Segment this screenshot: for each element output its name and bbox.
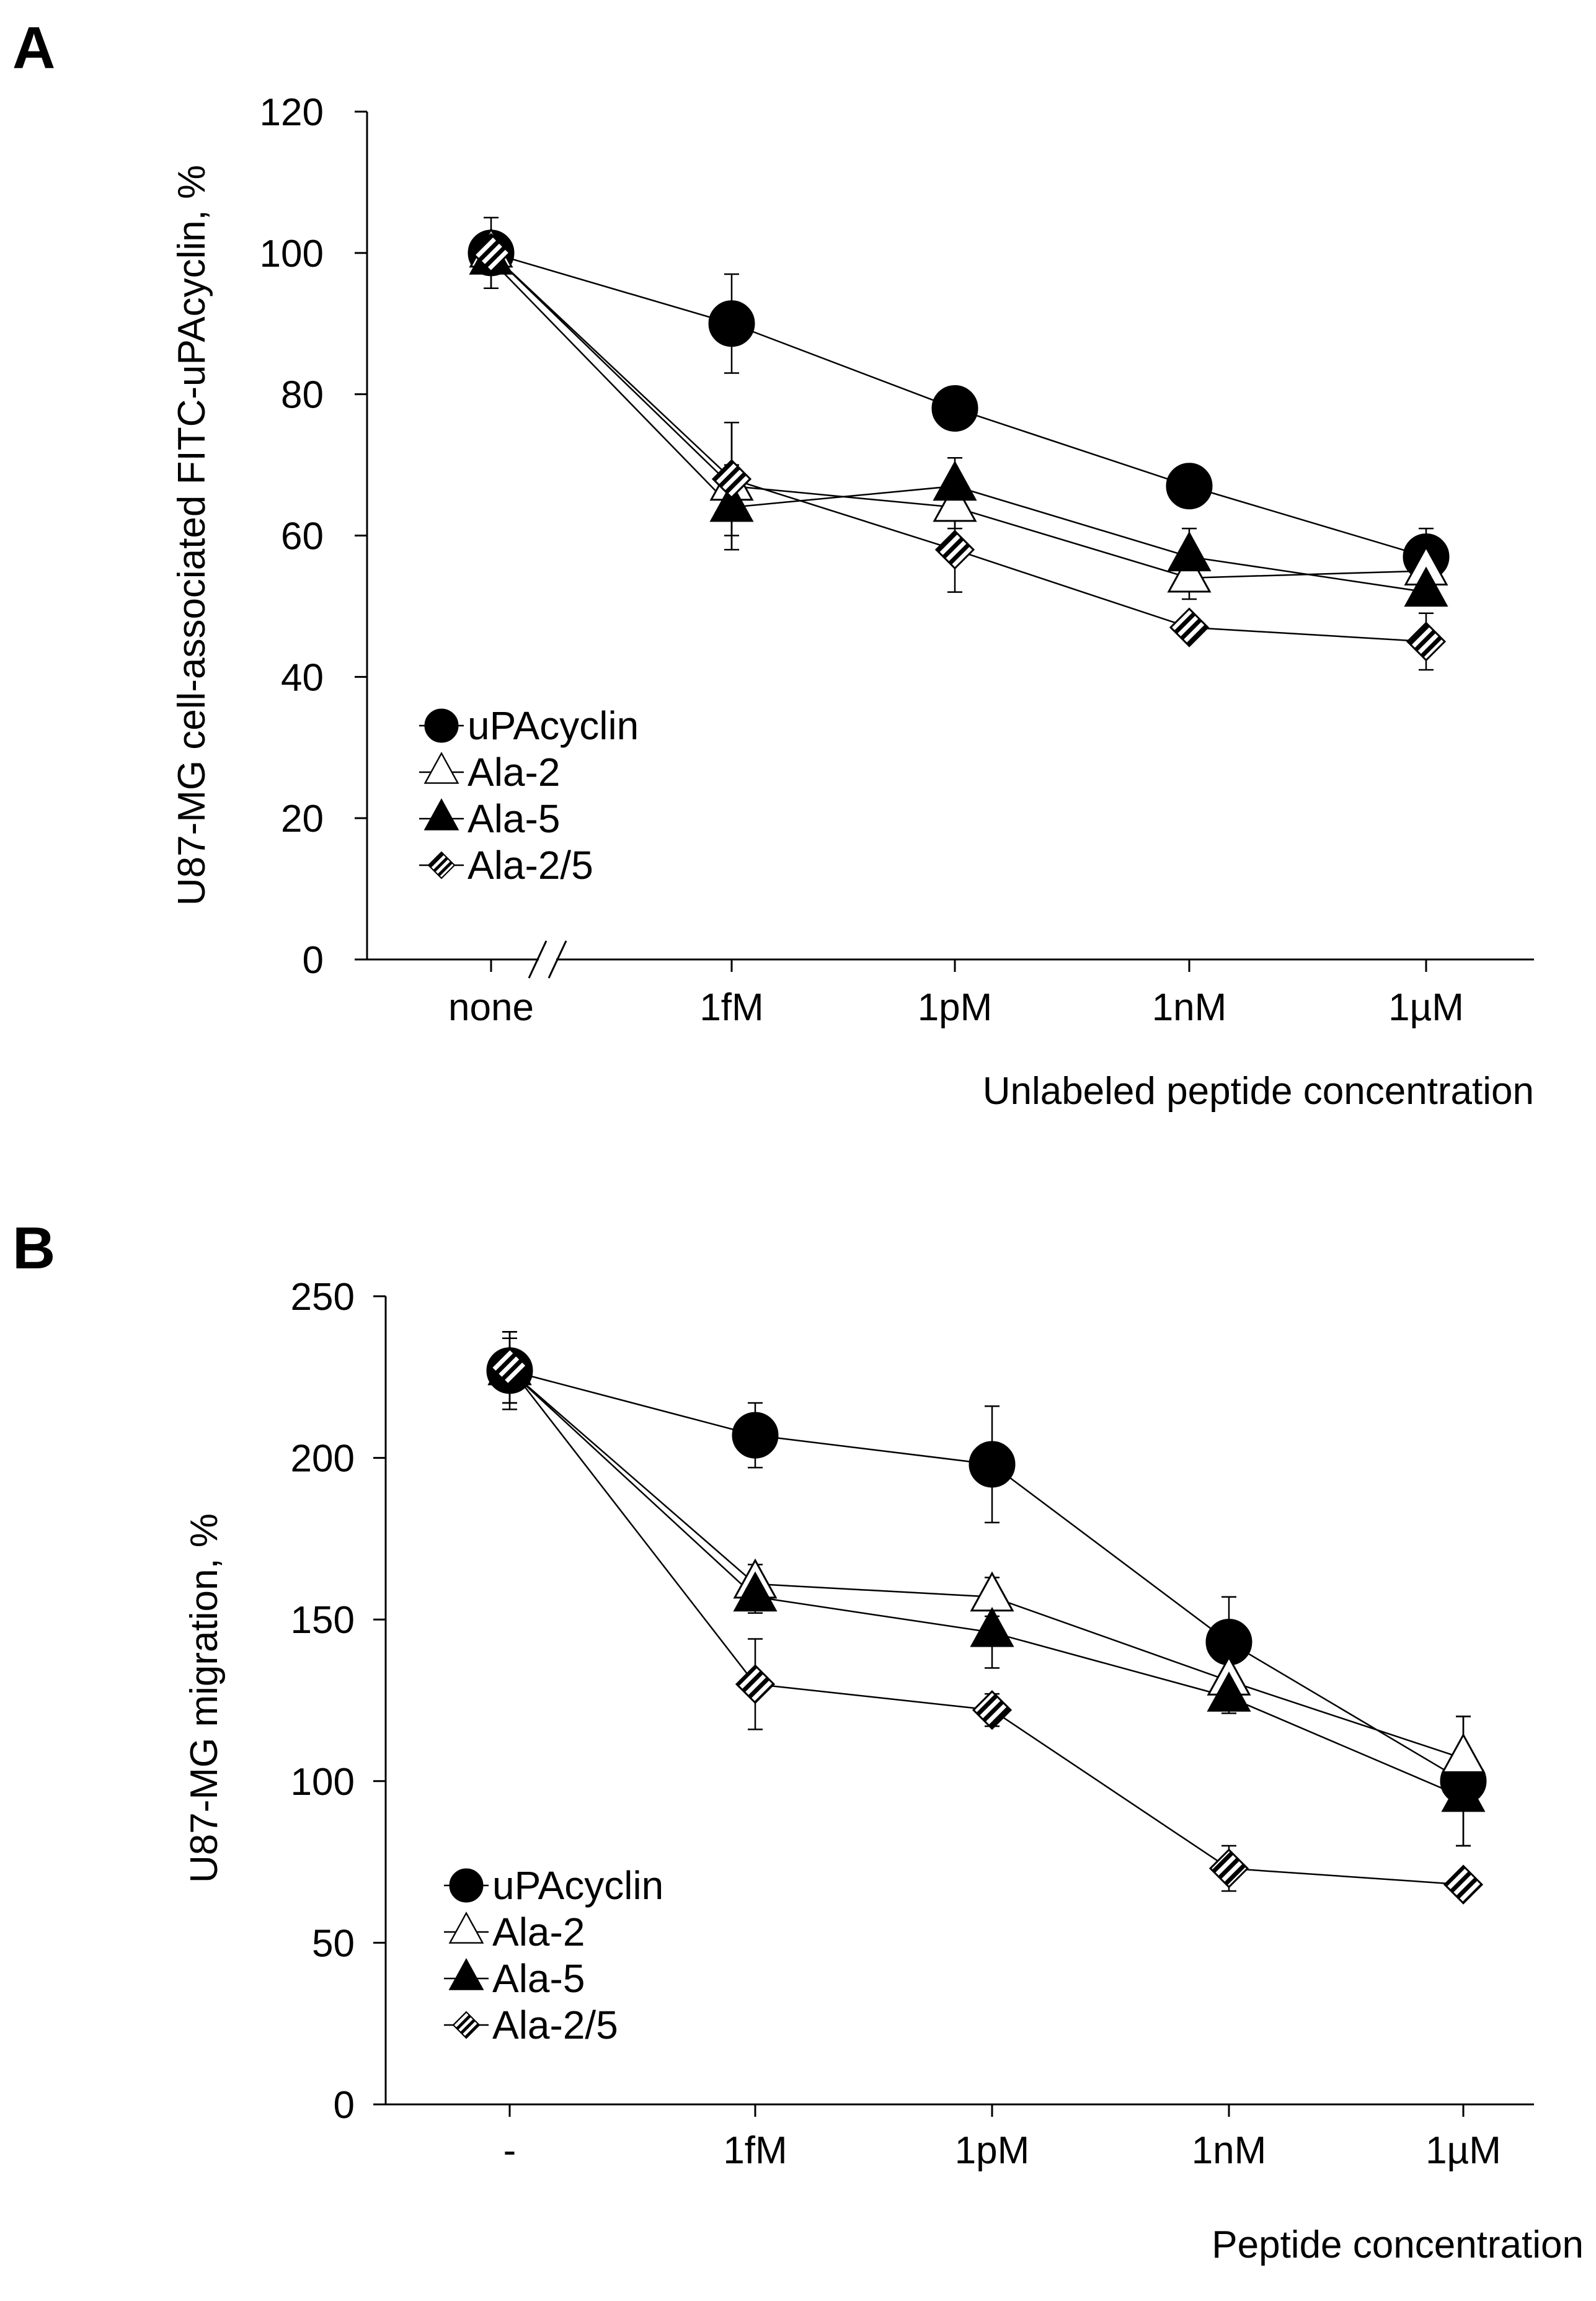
x-tick-label: 1pM — [955, 2129, 1030, 2172]
data-point — [1404, 566, 1448, 607]
legend-label: Ala-2/5 — [468, 843, 593, 888]
x-tick-label: - — [503, 2129, 516, 2172]
data-point — [1169, 607, 1210, 648]
data-point — [1166, 463, 1213, 510]
y-tick-label: 60 — [281, 515, 324, 558]
data-point — [972, 1690, 1013, 1730]
data-point — [1208, 1848, 1249, 1889]
axis-break-mark — [528, 940, 548, 979]
data-point — [1167, 552, 1212, 593]
y-tick-label: 50 — [312, 1922, 355, 1965]
y-tick-label: 200 — [291, 1438, 355, 1480]
data-point — [970, 1606, 1014, 1647]
legend-marker — [423, 752, 459, 784]
legend-marker — [424, 708, 459, 743]
data-point — [1406, 621, 1447, 662]
data-point — [733, 1571, 778, 1612]
data-point — [1207, 1671, 1251, 1712]
legend-marker — [427, 851, 456, 879]
x-tick-label: 1nM — [1192, 2129, 1267, 2172]
y-tick-label: 100 — [291, 1761, 355, 1804]
x-tick-label: 1fM — [699, 986, 763, 1029]
data-point — [1441, 1771, 1486, 1812]
data-point — [933, 481, 977, 522]
data-point — [970, 1571, 1014, 1612]
data-point — [934, 530, 975, 570]
y-tick-label: 250 — [291, 1276, 355, 1319]
x-tick-label: 1µM — [1425, 2129, 1501, 2172]
data-point — [732, 1412, 779, 1459]
y-tick-label: 0 — [334, 2084, 355, 2127]
y-axis-label: U87-MG cell-associated FITC-uPAcyclin, % — [171, 165, 213, 906]
x-axis-label: Unlabeled peptide concentration — [983, 1070, 1534, 1113]
y-tick-label: 40 — [281, 656, 324, 699]
y-tick-label: 20 — [281, 798, 324, 840]
series-line-3 — [490, 252, 1427, 643]
x-tick-label: 1nM — [1152, 986, 1227, 1029]
x-axis-label: Peptide concentration — [1212, 2223, 1584, 2266]
legend-label: Ala-2 — [468, 750, 560, 794]
data-point — [709, 481, 754, 522]
x-tick-label: 1fM — [723, 2129, 787, 2172]
y-tick-label: 0 — [303, 939, 324, 982]
legend-marker — [448, 1958, 484, 1990]
data-point — [931, 385, 978, 432]
data-point — [471, 233, 512, 273]
data-point — [708, 300, 755, 347]
legend-marker — [448, 1912, 484, 1944]
y-tick-label: 100 — [260, 233, 324, 275]
data-point — [489, 1347, 530, 1387]
axis-break-mark — [548, 940, 567, 979]
data-point — [1443, 1864, 1484, 1905]
y-tick-label: 120 — [260, 91, 324, 134]
x-tick-label: 1µM — [1388, 986, 1464, 1029]
legend-label: Ala-5 — [468, 796, 560, 841]
panel-letter: A — [12, 15, 55, 81]
x-tick-label: 1pM — [918, 986, 993, 1029]
y-tick-label: 80 — [281, 374, 324, 417]
data-point — [735, 1664, 776, 1704]
legend-label: Ala-2/5 — [492, 2003, 618, 2047]
legend-marker — [452, 2011, 481, 2039]
legend-label: uPAcyclin — [468, 703, 639, 748]
legend-marker — [449, 1868, 484, 1903]
panel-letter: B — [12, 1215, 55, 1281]
data-point — [933, 460, 977, 501]
y-tick-label: 150 — [291, 1599, 355, 1642]
y-axis-label: U87-MG migration, % — [183, 1513, 226, 1883]
chart-panel-b: B 0 50 100 150 200 250 - 1fM 1pM 1nM 1µM Peptide con… — [12, 1215, 1584, 2266]
data-point — [969, 1441, 1016, 1488]
chart-panel-a: A 0 20 40 60 80 100 120 none 1fM 1pM 1nM 1µM Unlabele… — [12, 15, 1534, 1113]
legend-marker — [423, 798, 459, 830]
x-tick-label: none — [448, 986, 534, 1029]
legend-label: Ala-5 — [492, 1956, 585, 2001]
data-point — [1167, 531, 1212, 572]
legend-label: Ala-2 — [492, 1910, 585, 1954]
legend-label: uPAcyclin — [492, 1863, 663, 1908]
data-point — [711, 459, 752, 499]
